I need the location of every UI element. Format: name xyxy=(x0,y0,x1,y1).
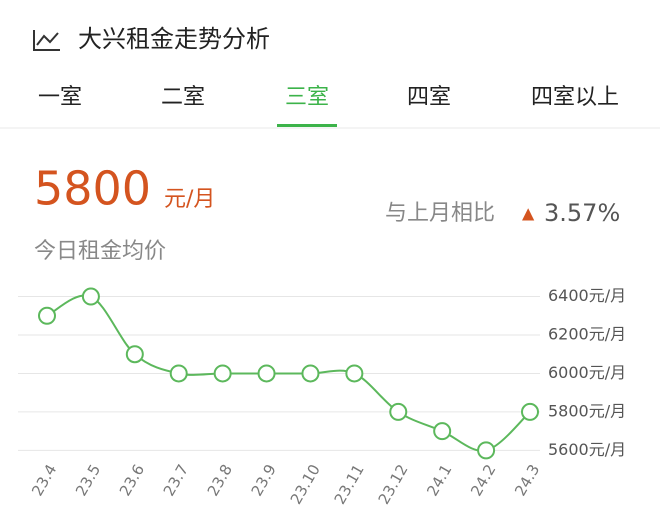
point xyxy=(521,402,539,421)
tab[interactable]: 四室以上 xyxy=(531,85,619,110)
x-tick-label: 23.8 xyxy=(204,461,236,499)
compare-label: 与上月相比 xyxy=(385,201,495,226)
point xyxy=(81,287,100,306)
point xyxy=(169,364,188,383)
point xyxy=(477,441,496,460)
x-tick-label: 23.7 xyxy=(160,461,192,499)
point xyxy=(433,422,452,441)
x-tick-label: 24.1 xyxy=(423,461,455,499)
point xyxy=(301,364,320,383)
tab-indicator xyxy=(277,124,337,127)
x-tick-label: 23.6 xyxy=(116,461,148,499)
point xyxy=(213,364,232,383)
y-tick-label: 6000元/月 xyxy=(548,363,626,382)
x-tick-label: 23.12 xyxy=(375,461,412,507)
x-tick-label: 24.2 xyxy=(467,461,499,499)
y-tick-label: 6400元/月 xyxy=(548,286,626,305)
change-value: 3.57% xyxy=(544,199,620,227)
y-tick-label: 6200元/月 xyxy=(548,325,626,344)
x-tick-label: 24.3 xyxy=(511,461,543,499)
x-tick-label: 23.10 xyxy=(287,461,324,507)
y-tick-label: 5800元/月 xyxy=(548,401,626,420)
tab[interactable]: 三室 xyxy=(285,85,329,110)
x-tick-label: 23.9 xyxy=(248,461,280,499)
price-value: 5800 xyxy=(34,162,151,216)
point xyxy=(345,364,364,383)
tab[interactable]: 四室 xyxy=(407,85,451,110)
y-tick-label: 5600元/月 xyxy=(548,440,626,459)
point xyxy=(38,306,56,325)
price-caption: 今日租金均价 xyxy=(34,239,166,264)
x-tick-label: 23.4 xyxy=(28,461,60,499)
page-title: 大兴租金走势分析 xyxy=(78,25,270,53)
point xyxy=(257,364,276,383)
price-unit: 元/月 xyxy=(164,187,215,212)
x-tick-label: 23.5 xyxy=(72,461,104,499)
point xyxy=(125,345,144,364)
tab[interactable]: 二室 xyxy=(161,85,205,110)
point xyxy=(389,402,408,421)
tab[interactable]: 一室 xyxy=(38,85,82,110)
chart-icon xyxy=(33,30,60,51)
change-arrow: ▲ xyxy=(522,204,535,223)
x-tick-label: 23.11 xyxy=(331,461,368,507)
